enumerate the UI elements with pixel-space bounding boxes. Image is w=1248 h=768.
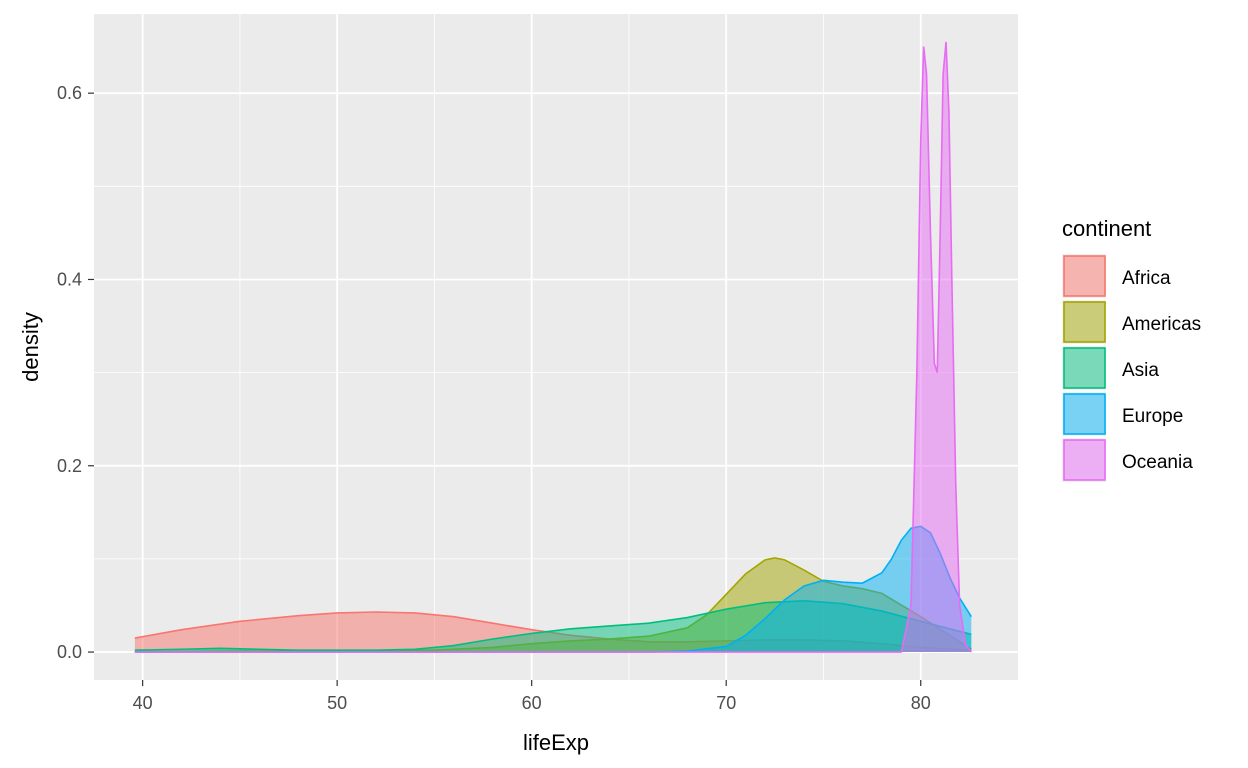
y-tick-label: 0.0 [57,642,82,662]
series-oceania [134,41,972,653]
legend-item-europe: Europe [1062,392,1183,436]
legend-label-oceania: Oceania [1122,452,1193,473]
major-gridlines [94,14,1018,680]
x-tick-label: 50 [327,693,347,713]
density-areas [134,41,972,653]
legend-item-africa: Africa [1062,254,1171,298]
legend-swatch-africa [1063,255,1106,297]
density-area-europe [134,526,972,653]
x-axis-title: lifeExp [523,730,589,755]
minor-gridlines [94,14,1018,680]
legend-label-americas: Americas [1122,314,1201,335]
x-tick-label: 40 [133,693,153,713]
legend-swatch-oceania [1063,439,1106,481]
x-tick-label: 70 [716,693,736,713]
x-tick-label: 60 [522,693,542,713]
legend: Africa Americas Asia Europe Oceania [1062,254,1201,482]
y-axis-title: density [18,312,43,382]
legend-item-americas: Americas [1062,300,1201,344]
legend-item-oceania: Oceania [1062,438,1193,482]
legend-label-asia: Asia [1122,360,1159,381]
legend-swatch-asia [1063,347,1106,389]
panel-background [94,14,1018,680]
density-line-oceania [134,41,972,653]
legend-swatch-americas [1063,301,1106,343]
y-tick-label: 0.2 [57,456,82,476]
legend-swatch-europe [1063,393,1106,435]
y-tick-label: 0.6 [57,83,82,103]
legend-title: continent [1062,216,1151,241]
legend-label-africa: Africa [1122,268,1171,289]
y-tick-label: 0.4 [57,269,82,289]
legend-label-europe: Europe [1122,406,1183,427]
legend-item-asia: Asia [1062,346,1159,390]
x-axis-ticks: 40 50 60 70 80 [133,680,931,713]
x-tick-label: 80 [911,693,931,713]
y-axis-ticks: 0.0 0.2 0.4 0.6 [57,83,94,662]
